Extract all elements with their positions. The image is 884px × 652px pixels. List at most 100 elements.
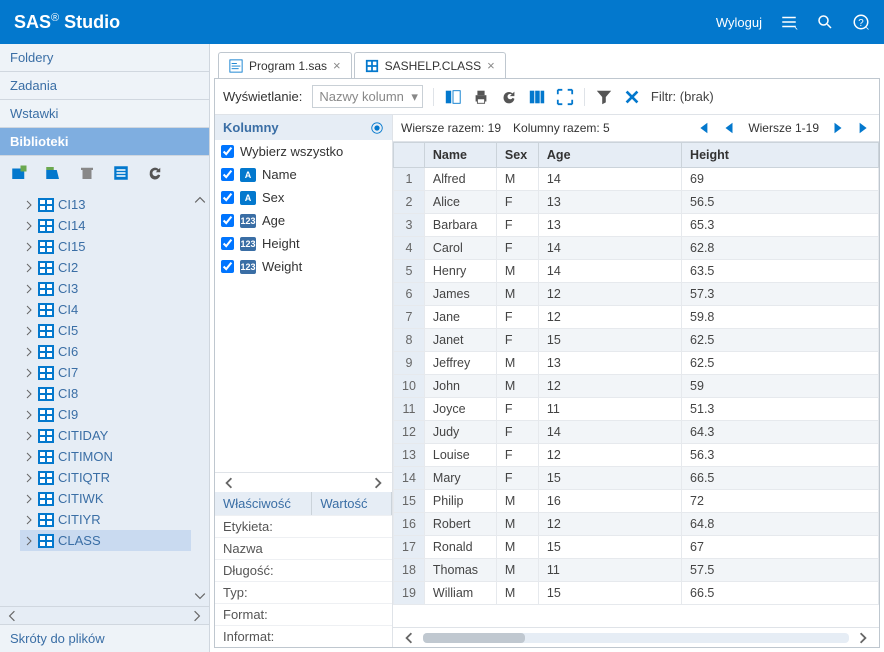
accordion-libraries[interactable]: Biblioteki: [0, 128, 209, 156]
table-row[interactable]: 9JeffreyM1362.5: [394, 352, 879, 375]
table-row[interactable]: 1AlfredM1469: [394, 168, 879, 191]
accordion-snippets[interactable]: Wstawki: [0, 100, 209, 128]
expand-icon[interactable]: [24, 515, 34, 525]
refresh-icon[interactable]: [500, 88, 518, 106]
lib-props-icon[interactable]: [112, 164, 130, 182]
info-icon[interactable]: [370, 121, 384, 135]
table-row[interactable]: 7JaneF1259.8: [394, 306, 879, 329]
expand-icon[interactable]: [24, 326, 34, 336]
print-icon[interactable]: [472, 88, 490, 106]
lib-new-icon[interactable]: [10, 164, 28, 182]
table-row[interactable]: 16RobertM1264.8: [394, 513, 879, 536]
table-row[interactable]: 19WilliamM1566.5: [394, 582, 879, 605]
grid-header[interactable]: Height: [682, 143, 879, 168]
search-icon[interactable]: [816, 13, 834, 31]
table-row[interactable]: 6JamesM1257.3: [394, 283, 879, 306]
lib-delete-icon[interactable]: [78, 164, 96, 182]
expand-icon[interactable]: [24, 305, 34, 315]
tree-item-ci15[interactable]: CI15: [20, 236, 191, 257]
columns-hscroll[interactable]: [215, 472, 392, 492]
table-row[interactable]: 12JudyF1464.3: [394, 421, 879, 444]
grid-header[interactable]: [394, 143, 425, 168]
expand-icon[interactable]: [24, 200, 34, 210]
expand-icon[interactable]: [24, 263, 34, 273]
filter-icon[interactable]: [595, 88, 613, 106]
column-item-height[interactable]: 123Height: [215, 232, 392, 255]
column-checkbox[interactable]: [221, 237, 234, 250]
tree-item-ci14[interactable]: CI14: [20, 215, 191, 236]
column-item-weight[interactable]: 123Weight: [215, 255, 392, 278]
columns-icon[interactable]: [528, 88, 546, 106]
tree-item-ci9[interactable]: CI9: [20, 404, 191, 425]
tree-item-ci3[interactable]: CI3: [20, 278, 191, 299]
lib-refresh-icon[interactable]: [146, 164, 164, 182]
lib-open-icon[interactable]: [44, 164, 62, 182]
column-checkbox[interactable]: [221, 168, 234, 181]
column-item-name[interactable]: AName: [215, 163, 392, 186]
table-row[interactable]: 10JohnM1259: [394, 375, 879, 398]
scroll-right-icon[interactable]: [857, 632, 869, 644]
menu-icon[interactable]: [780, 13, 798, 31]
scroll-left-icon[interactable]: [6, 610, 18, 622]
scroll-left-icon[interactable]: [403, 632, 415, 644]
close-icon[interactable]: ×: [333, 58, 341, 73]
expand-icon[interactable]: [24, 347, 34, 357]
tree-item-citiwk[interactable]: CITIWK: [20, 488, 191, 509]
tab-dataset[interactable]: SASHELP.CLASS ×: [354, 52, 506, 78]
column-item-sex[interactable]: ASex: [215, 186, 392, 209]
table-row[interactable]: 3BarbaraF1365.3: [394, 214, 879, 237]
tree-item-ci7[interactable]: CI7: [20, 362, 191, 383]
tree-item-citiyr[interactable]: CITIYR: [20, 509, 191, 530]
accordion-shortcuts[interactable]: Skróty do plików: [0, 624, 209, 652]
nav-prev-icon[interactable]: [722, 121, 736, 135]
expand-icon[interactable]: [24, 221, 34, 231]
column-checkbox[interactable]: [221, 191, 234, 204]
expand-icon[interactable]: [24, 368, 34, 378]
expand-icon[interactable]: [24, 389, 34, 399]
grid-header[interactable]: Name: [424, 143, 496, 168]
scroll-up-icon[interactable]: [194, 194, 206, 206]
table-row[interactable]: 11JoyceF1151.3: [394, 398, 879, 421]
expand-icon[interactable]: [24, 431, 34, 441]
expand-icon[interactable]: [24, 473, 34, 483]
table-row[interactable]: 17RonaldM1567: [394, 536, 879, 559]
expand-icon[interactable]: [24, 536, 34, 546]
table-row[interactable]: 2AliceF1356.5: [394, 191, 879, 214]
expand-icon[interactable]: [24, 242, 34, 252]
grid-header[interactable]: Sex: [496, 143, 538, 168]
tree-item-ci8[interactable]: CI8: [20, 383, 191, 404]
close-icon[interactable]: ×: [487, 58, 495, 73]
scroll-down-icon[interactable]: [194, 590, 206, 602]
scroll-right-icon[interactable]: [191, 610, 203, 622]
tree-item-ci2[interactable]: CI2: [20, 257, 191, 278]
nav-next-icon[interactable]: [831, 121, 845, 135]
grid-hscroll[interactable]: [393, 627, 879, 647]
tree-item-citiqtr[interactable]: CITIQTR: [20, 467, 191, 488]
table-row[interactable]: 4CarolF1462.8: [394, 237, 879, 260]
column-checkbox[interactable]: [221, 260, 234, 273]
tab-program[interactable]: Program 1.sas ×: [218, 52, 352, 78]
select-all-row[interactable]: Wybierz wszystko: [215, 140, 392, 163]
expand-icon[interactable]: [24, 494, 34, 504]
table-row[interactable]: 15PhilipM1672: [394, 490, 879, 513]
logout-link[interactable]: Wyloguj: [716, 15, 762, 30]
nav-last-icon[interactable]: [857, 121, 871, 135]
table-row[interactable]: 13LouiseF1256.3: [394, 444, 879, 467]
tree-vscroll[interactable]: [191, 190, 209, 606]
tree-item-ci4[interactable]: CI4: [20, 299, 191, 320]
accordion-folders[interactable]: Foldery: [0, 44, 209, 72]
expand-icon[interactable]: [24, 452, 34, 462]
clear-filter-icon[interactable]: [623, 88, 641, 106]
table-row[interactable]: 14MaryF1566.5: [394, 467, 879, 490]
grid-table-wrap[interactable]: NameSexAgeHeight 1AlfredM14692AliceF1356…: [393, 141, 879, 627]
scroll-right-icon[interactable]: [372, 477, 384, 489]
tree-hscroll[interactable]: [0, 606, 209, 624]
table-row[interactable]: 5HenryM1463.5: [394, 260, 879, 283]
toggle-pane-icon[interactable]: [444, 88, 462, 106]
scroll-left-icon[interactable]: [223, 477, 235, 489]
tree-item-citimon[interactable]: CITIMON: [20, 446, 191, 467]
tree-item-ci13[interactable]: CI13: [20, 194, 191, 215]
select-all-checkbox[interactable]: [221, 145, 234, 158]
tree-item-ci5[interactable]: CI5: [20, 320, 191, 341]
expand-icon[interactable]: [556, 88, 574, 106]
